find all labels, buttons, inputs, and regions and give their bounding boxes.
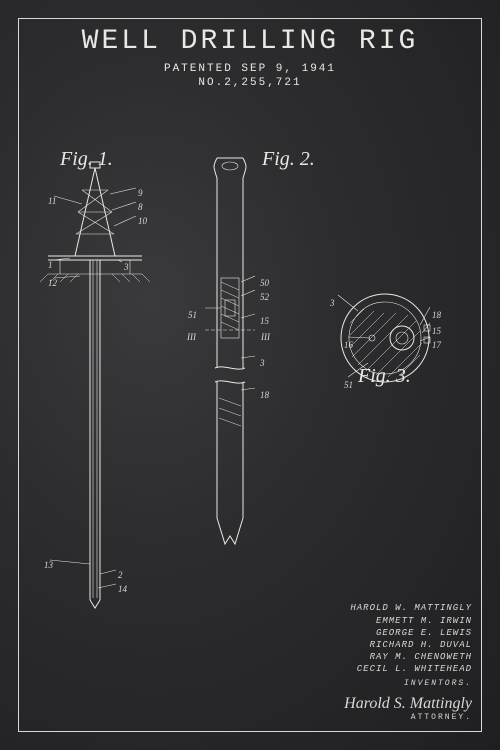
attorney-label: ATTORNEY. (344, 713, 472, 722)
ref-fig2-3: 3 (260, 358, 265, 368)
ref-fig3-15: 15 (432, 326, 441, 336)
ref-fig1-2: 2 (118, 570, 123, 580)
attorney-block: Harold S. Mattingly ATTORNEY. (344, 695, 472, 722)
ref-fig3-3: 3 (330, 298, 335, 308)
ref-fig1-14: 14 (118, 584, 127, 594)
inventor-name: EMMETT M. IRWIN (350, 615, 472, 627)
ref-fig3-51: 51 (344, 380, 353, 390)
ref-fig1-3: 3 (124, 262, 129, 272)
ref-fig2-15: 15 (260, 316, 269, 326)
ref-fig1-13: 13 (44, 560, 53, 570)
ref-fig3-16: 16 (344, 340, 353, 350)
inventors-label: INVENTORS. (350, 679, 472, 690)
ref-fig1-10: 10 (138, 216, 147, 226)
ref-fig1-12: 12 (48, 278, 57, 288)
ref-fig2-52: 52 (260, 292, 269, 302)
ref-fig1-8: 8 (138, 202, 143, 212)
inventor-name: RAY M. CHENOWETH (350, 651, 472, 663)
ref-fig3-17: 17 (432, 340, 441, 350)
ref-fig1-1: 1 (48, 260, 53, 270)
inventor-name: GEORGE E. LEWIS (350, 627, 472, 639)
inventor-name: HAROLD W. MATTINGLY (350, 602, 472, 614)
inventor-name: CECIL L. WHITEHEAD (350, 663, 472, 675)
ref-fig3-18: 18 (432, 310, 441, 320)
ref-fig2-18: 18 (260, 390, 269, 400)
fig1-diagram (40, 160, 160, 610)
inventor-name: RICHARD H. DUVAL (350, 639, 472, 651)
ref-fig2-III: III (187, 332, 196, 342)
ref-fig1-11: 11 (48, 196, 56, 206)
inventors-block: HAROLD W. MATTINGLYEMMETT M. IRWINGEORGE… (350, 602, 472, 690)
ref-fig2-III: III (261, 332, 270, 342)
attorney-signature: Harold S. Mattingly (344, 695, 472, 713)
ref-fig2-51: 51 (188, 310, 197, 320)
ref-fig1-9: 9 (138, 188, 143, 198)
ref-fig2-50: 50 (260, 278, 269, 288)
